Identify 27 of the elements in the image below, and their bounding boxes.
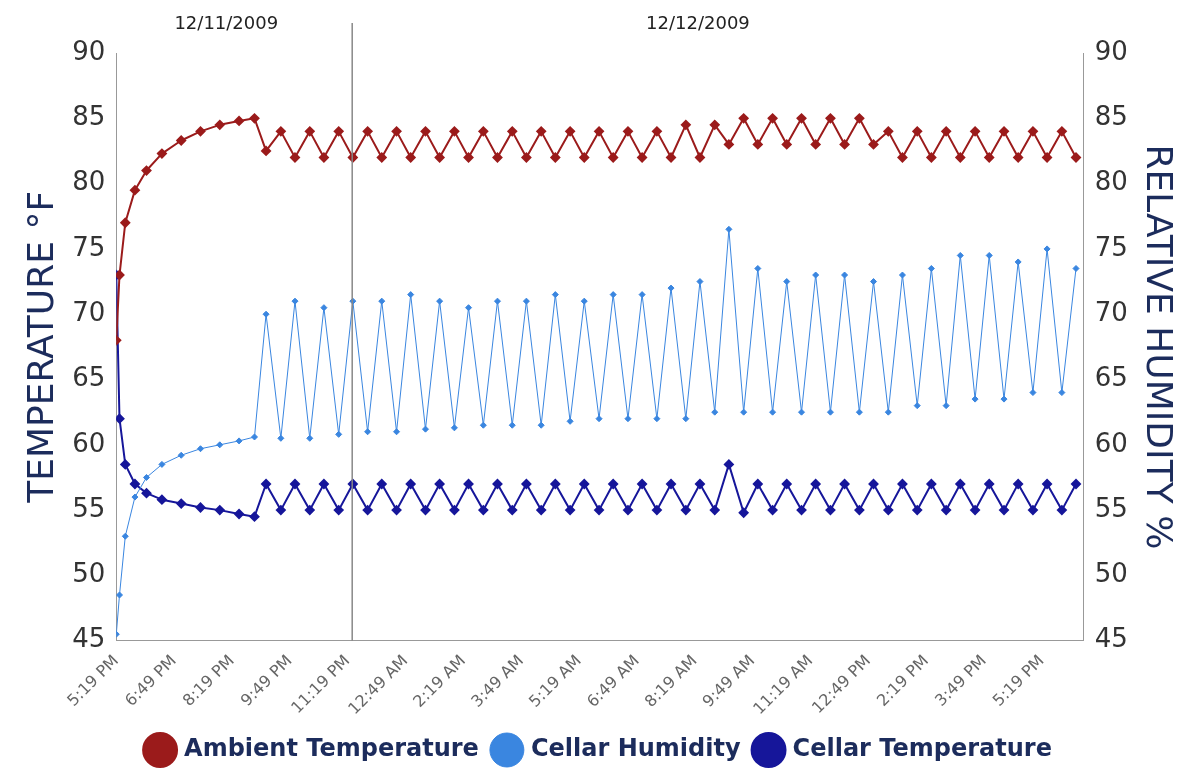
y-axis-title: TEMPERATURE °F <box>19 190 61 504</box>
y2-tick-label: 85 <box>1094 101 1128 132</box>
y-tick-label: 65 <box>72 362 106 393</box>
y2-axis-title: RELATIVE HUMIDITY % <box>1139 144 1181 550</box>
y2-tick-label: 75 <box>1094 231 1128 262</box>
legend-label: Cellar Temperature <box>792 734 1052 763</box>
y-tick-label: 90 <box>72 35 106 66</box>
y-tick-label: 50 <box>72 558 106 589</box>
y2-tick-label: 45 <box>1094 623 1128 654</box>
y-tick-label: 60 <box>72 427 106 458</box>
legend-label: Cellar Humidity <box>530 734 741 763</box>
y-tick-label: 80 <box>72 166 106 197</box>
y2-tick-label: 70 <box>1094 296 1128 327</box>
y-tick-label: 70 <box>72 296 106 327</box>
y-tick-label: 55 <box>72 492 106 523</box>
y2-tick-label: 50 <box>1094 558 1128 589</box>
y-tick-label: 45 <box>72 623 106 654</box>
y-tick-label: 85 <box>72 101 106 132</box>
y2-tick-label: 55 <box>1094 492 1128 523</box>
text: 12/12/2009 <box>646 11 750 33</box>
y-tick-label: 75 <box>72 231 106 262</box>
legend-label: Ambient Temperature <box>184 734 479 763</box>
y2-tick-label: 90 <box>1094 35 1128 66</box>
text: 12/11/2009 <box>174 11 279 33</box>
y2-tick-label: 65 <box>1094 362 1128 393</box>
y2-tick-label: 60 <box>1094 427 1128 458</box>
y2-tick-label: 80 <box>1094 166 1128 197</box>
